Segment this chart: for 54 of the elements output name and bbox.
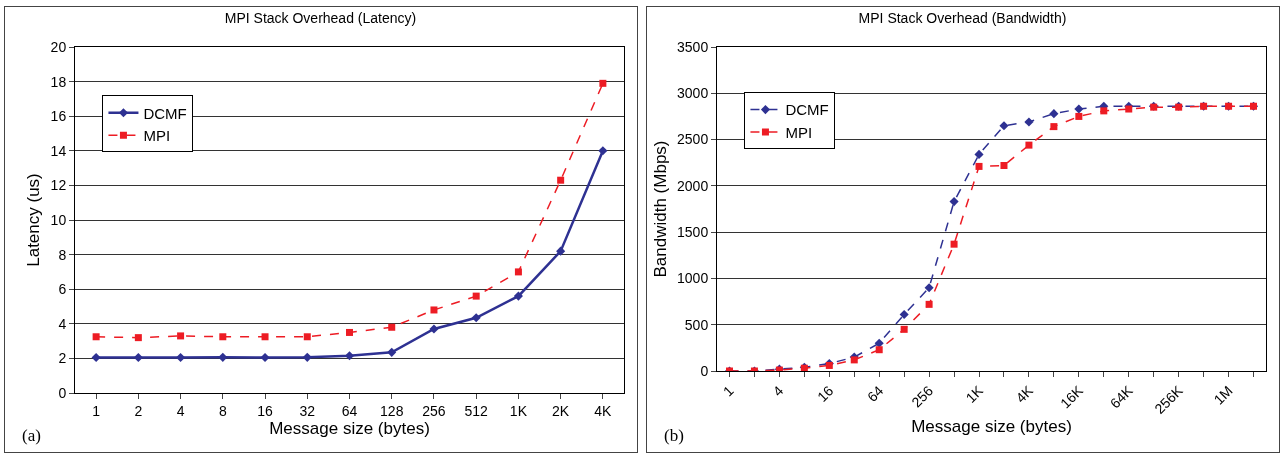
chart-title: MPI Stack Overhead (Bandwidth) [858, 10, 1067, 27]
x-tick-label: 16 [257, 402, 274, 419]
x-tick-label: 2K [552, 402, 570, 419]
y-tick-label: 14 [50, 142, 67, 159]
y-tick-label: 3500 [677, 38, 709, 55]
legend-label: DCMF [785, 101, 829, 119]
x-tick-label: 4K [1012, 382, 1037, 406]
x-tick-label: 4K [594, 402, 613, 419]
x-tick-label: 16 [814, 382, 837, 405]
text: (a) [22, 426, 41, 445]
y-tick-label: 2500 [677, 131, 709, 148]
x-tick-label: 1K [509, 402, 528, 419]
x-tick-label: 256 [422, 402, 446, 419]
x-tick-label: 4 [176, 402, 185, 419]
x-tick-label: 2 [134, 402, 143, 419]
x-tick-label: 64K [1106, 382, 1137, 412]
y-tick-label: 18 [50, 73, 67, 90]
x-tick-label: 1K [962, 382, 987, 406]
y-tick-label: 12 [50, 177, 67, 194]
x-tick-label: 256 [908, 382, 937, 411]
y-tick-label: 16 [50, 108, 67, 125]
chart-title: MPI Stack Overhead (Latency) [224, 10, 417, 27]
y-tick-label: 0 [58, 384, 67, 401]
y-tick-label: 6 [58, 281, 67, 298]
x-tick-label: 1M [1210, 382, 1236, 408]
y-tick-label: 1500 [677, 224, 709, 241]
x-tick-label: 128 [380, 402, 404, 419]
x-tick-label: 64 [863, 382, 887, 405]
x-axis-title: Message size (bytes) [269, 419, 430, 439]
legend-label: MPI [785, 123, 813, 141]
y-tick-label: 3000 [677, 85, 709, 102]
text: (b) [664, 426, 684, 445]
y-tick-label: 4 [58, 315, 67, 332]
y-tick-label: 10 [50, 211, 67, 228]
y-tick-label: 20 [50, 38, 67, 55]
x-tick-label: 1 [719, 382, 737, 400]
y-tick-label: 0 [700, 362, 709, 379]
legend-label: MPI [143, 127, 171, 145]
x-tick-label: 512 [464, 402, 489, 419]
y-axis-title: Bandwidth (Mbps) [650, 140, 670, 278]
x-tick-label: 32 [299, 402, 316, 419]
y-tick-label: 8 [58, 246, 67, 263]
y-tick-label: 500 [684, 316, 709, 333]
x-tick-label: 8 [218, 402, 227, 419]
y-tick-label: 2000 [677, 177, 709, 194]
x-tick-label: 16K [1056, 382, 1087, 412]
x-tick-label: 1 [92, 402, 101, 419]
x-tick-label: 4 [769, 382, 787, 400]
y-tick-label: 2 [58, 350, 67, 367]
x-tick-label: 64 [341, 402, 358, 419]
legend-label: DCMF [143, 104, 187, 122]
y-tick-label: 1000 [677, 270, 709, 287]
x-axis-title: Message size (bytes) [911, 417, 1072, 437]
y-axis-title: Latency (us) [24, 173, 44, 267]
